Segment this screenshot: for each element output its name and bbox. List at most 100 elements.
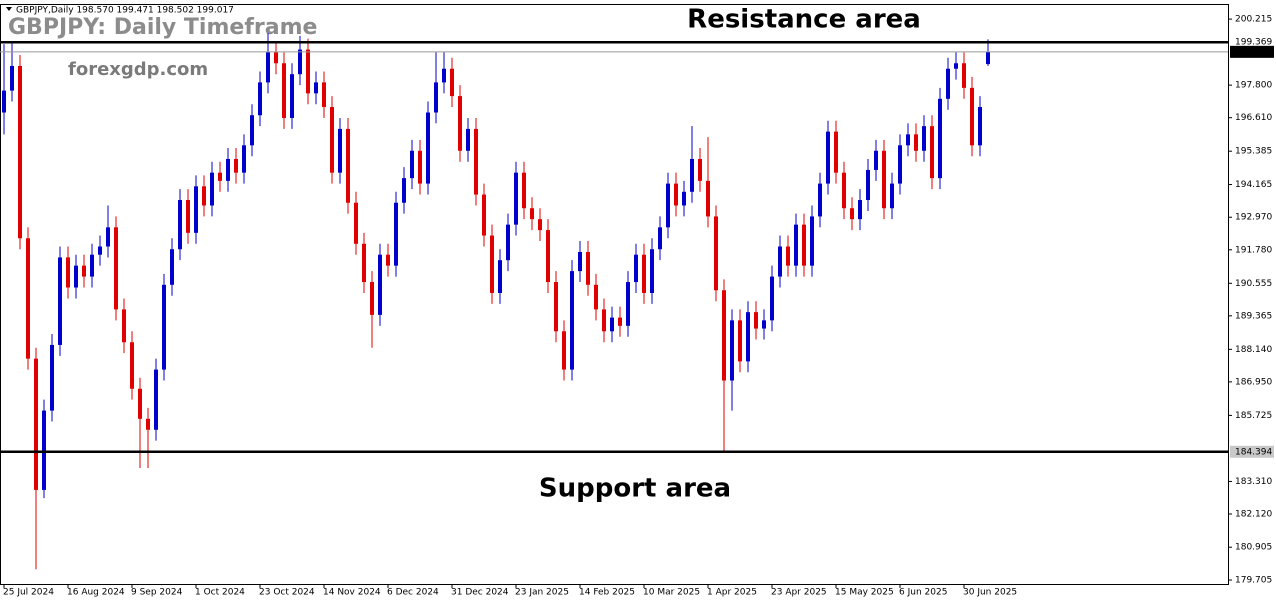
candle-body [922, 126, 926, 151]
candle-body [874, 150, 878, 170]
y-tick-label: 183.310 [1235, 477, 1272, 487]
candle-body [34, 358, 38, 490]
y-tick-label: 194.165 [1235, 180, 1272, 190]
y-tick-label: 179.705 [1235, 576, 1272, 586]
x-tick-label: 14 Nov 2024 [323, 588, 381, 598]
candle-body [346, 128, 350, 203]
candle-body [626, 282, 630, 326]
candle-body [738, 320, 742, 362]
candle-body [698, 158, 702, 181]
candle-body [74, 265, 78, 288]
candle-body [242, 145, 246, 173]
candle-body [50, 344, 54, 411]
candle-body [890, 183, 894, 209]
candle-body [586, 251, 590, 285]
candle-body [194, 186, 198, 233]
y-tick-label: 188.140 [1235, 345, 1272, 355]
candle-body [834, 131, 838, 173]
candle-body [578, 251, 582, 272]
candle-body [842, 172, 846, 209]
y-tick-label: 185.725 [1235, 411, 1272, 421]
y-tick-label: 180.905 [1235, 543, 1272, 553]
candle-body [386, 254, 390, 266]
candle-body [642, 254, 646, 293]
candle-body [202, 186, 206, 206]
candle-body [410, 150, 414, 179]
candle-body [122, 309, 126, 343]
level-label-box [1230, 36, 1274, 49]
candle-body [394, 202, 398, 266]
candle-body [778, 246, 782, 277]
candle-body [802, 224, 806, 266]
x-tick-label: 23 Apr 2025 [771, 588, 827, 598]
candle-body [218, 172, 222, 181]
candle-body [322, 82, 326, 108]
candle-body [402, 178, 406, 203]
candle-body [314, 82, 318, 94]
candle-body [18, 65, 22, 239]
candle-body [66, 257, 70, 288]
candle-body [618, 317, 622, 326]
candle-body [482, 194, 486, 236]
chart-title: GBPJPY: Daily Timeframe [8, 15, 317, 40]
menu-arrow [6, 7, 12, 11]
x-tick-label: 9 Sep 2024 [131, 588, 183, 598]
level-label-box [1230, 445, 1274, 458]
candle-body [490, 235, 494, 293]
candle-body [906, 134, 910, 146]
candle-body [522, 172, 526, 209]
candle-body [954, 63, 958, 69]
x-tick-label: 6 Dec 2024 [387, 588, 439, 598]
candle-body [26, 238, 30, 359]
candle-body [434, 82, 438, 113]
x-tick-label: 14 Feb 2025 [579, 588, 635, 598]
candle-body [362, 243, 366, 283]
candle-body [938, 98, 942, 179]
candle-body [378, 254, 382, 315]
candle-body [786, 246, 790, 266]
x-tick-label: 16 Aug 2024 [67, 588, 125, 598]
level-label-box [1230, 45, 1274, 58]
candle-body [610, 317, 614, 332]
candle-body [458, 96, 462, 151]
level-label: 199.369 [1235, 38, 1272, 48]
candle-body [282, 63, 286, 118]
candle-body [506, 224, 510, 261]
subtitle: forexgdp.com [68, 59, 208, 80]
candle-body [370, 282, 374, 315]
candle-body [106, 227, 110, 247]
candle-body [970, 87, 974, 146]
candle-body [130, 342, 134, 389]
candle-body [298, 49, 302, 75]
plot-frame [0, 4, 1229, 585]
candle-body [90, 254, 94, 277]
candle-body [690, 158, 694, 192]
candle-body [754, 312, 758, 329]
candle-body [10, 65, 14, 91]
candle-body [546, 230, 550, 283]
candle-body [2, 90, 6, 113]
candle-body [498, 260, 502, 293]
x-tick-label: 1 Apr 2025 [707, 588, 757, 598]
candle-body [442, 68, 446, 83]
candle-body [850, 208, 854, 220]
candle-body [538, 219, 542, 231]
candle-body [866, 169, 870, 201]
y-tick-label: 189.365 [1235, 311, 1272, 321]
candle-body [58, 257, 62, 345]
candle-body [730, 320, 734, 381]
candle-body [250, 115, 254, 146]
candle-body [602, 309, 606, 332]
y-tick-label: 186.950 [1235, 377, 1272, 387]
candle-body [962, 63, 966, 88]
candle-body [338, 128, 342, 173]
candle-body [674, 183, 678, 206]
candle-body [594, 284, 598, 310]
candle-body [562, 331, 566, 370]
candle-body [330, 107, 334, 173]
candle-body [898, 145, 902, 184]
candle-body [226, 158, 230, 181]
x-tick-label: 30 Jun 2025 [963, 588, 1017, 598]
candle-body [82, 265, 86, 277]
